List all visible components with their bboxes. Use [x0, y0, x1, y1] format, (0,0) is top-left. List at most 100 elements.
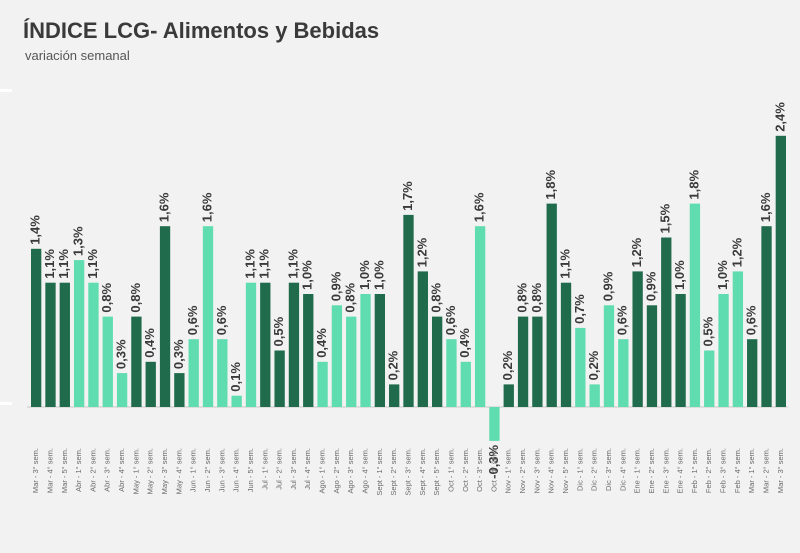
data-label: 1,5%	[658, 203, 673, 233]
bar	[374, 294, 386, 407]
data-label: 0,6%	[443, 305, 458, 335]
data-label: 1,1%	[285, 249, 300, 279]
category-label: Jul - 3° sem.	[289, 448, 298, 490]
category-label: Jun - 1° sem.	[189, 448, 198, 492]
data-label: 1,1%	[242, 249, 257, 279]
bar	[489, 407, 500, 441]
category-label: Dic - 4° sem.	[618, 448, 627, 491]
bar	[517, 316, 529, 407]
category-label: Ene - 1° sem.	[633, 448, 642, 494]
category-label: Mar - 1° sem.	[747, 448, 756, 493]
bar	[45, 282, 56, 407]
bar	[403, 214, 414, 407]
data-label: 0,8%	[529, 283, 544, 313]
data-label: 0,8%	[99, 283, 114, 313]
category-label: Nov - 3° sem.	[532, 448, 541, 494]
category-label: Sept - 4° sem.	[418, 448, 427, 496]
chart-subtitle: variación semanal	[25, 48, 130, 63]
data-label: 1,1%	[85, 249, 100, 279]
bar	[88, 282, 99, 407]
category-label: Abr - 2° sem.	[88, 448, 97, 492]
bar	[689, 203, 701, 407]
bar	[389, 384, 400, 407]
chart-title: ÍNDICE LCG- Alimentos y Bebidas	[23, 18, 380, 43]
category-label: May - 2° sem.	[146, 448, 155, 494]
category-label: Mar - 3° sem.	[776, 448, 785, 493]
bar	[446, 339, 457, 407]
bar	[346, 316, 357, 407]
bar	[532, 316, 543, 407]
data-label: 1,1%	[42, 249, 57, 279]
category-label: May - 1° sem.	[131, 448, 140, 494]
category-label: Nov - 2° sem.	[518, 448, 527, 494]
category-label: Ene - 2° sem.	[647, 448, 656, 494]
category-label: Nov - 4° sem.	[547, 448, 556, 494]
category-label: Ago - 3° sem.	[346, 448, 355, 494]
data-label: 0,5%	[701, 316, 716, 346]
bar	[102, 316, 113, 407]
category-label: Oct - 4° sem.	[489, 448, 498, 492]
bar	[159, 226, 171, 407]
bar	[131, 316, 142, 407]
data-label: 0,6%	[185, 305, 200, 335]
category-label: Mar - 5° sem.	[60, 448, 69, 493]
data-label: 1,0%	[715, 260, 730, 290]
data-label: 1,0%	[371, 260, 386, 290]
bar	[503, 384, 514, 407]
category-label: Jul - 1° sem.	[260, 448, 269, 490]
bar	[732, 271, 744, 407]
bar	[704, 350, 715, 407]
category-label: Sept - 5° sem.	[432, 448, 441, 496]
data-label: 0,7%	[572, 294, 587, 324]
bar	[331, 305, 343, 407]
category-label: Feb - 4° sem.	[733, 448, 742, 493]
bar	[145, 361, 156, 407]
category-label: Oct - 2° sem.	[461, 448, 470, 492]
data-label: 1,8%	[686, 170, 701, 200]
bar	[632, 271, 643, 407]
category-label: Abr - 3° sem.	[103, 448, 112, 492]
category-label: Feb - 3° sem.	[719, 448, 728, 493]
category-label: Ago - 4° sem.	[361, 448, 370, 494]
category-label: Jul - 2° sem.	[275, 448, 284, 490]
category-label: Abr - 1° sem.	[74, 448, 83, 492]
category-label: Jul - 4° sem.	[303, 448, 312, 490]
category-label: Abr - 4° sem.	[117, 448, 126, 492]
bar	[747, 339, 758, 407]
bar	[718, 294, 729, 407]
data-label: 0,9%	[328, 271, 343, 301]
data-label: 1,1%	[557, 249, 572, 279]
data-label: 1,6%	[758, 192, 773, 222]
data-label: 1,2%	[629, 237, 644, 267]
category-label: Nov - 1° sem.	[504, 448, 513, 494]
data-label: 1,0%	[672, 260, 687, 290]
category-label: Dic - 2° sem.	[590, 448, 599, 491]
data-label: 1,1%	[56, 249, 71, 279]
bar	[202, 226, 214, 407]
category-label: Nov - 5° sem.	[561, 448, 570, 494]
category-label: May - 3° sem.	[160, 448, 169, 494]
data-label: 0,6%	[744, 305, 759, 335]
bar	[317, 361, 328, 407]
category-label: Jun - 5° sem.	[246, 448, 255, 492]
data-label: 0,8%	[515, 283, 530, 313]
category-label: Sept - 1° sem.	[375, 448, 384, 496]
bar	[174, 373, 185, 407]
bar	[560, 282, 572, 407]
data-label: 1,2%	[414, 237, 429, 267]
bar	[618, 339, 629, 407]
category-label: Jun - 2° sem.	[203, 448, 212, 492]
data-label: 0,9%	[600, 271, 615, 301]
bar	[417, 271, 428, 407]
category-label: Jun - 4° sem.	[232, 448, 241, 492]
data-label: 0,4%	[314, 328, 329, 358]
category-label: Ago - 2° sem.	[332, 448, 341, 494]
data-label: 0,6%	[615, 305, 630, 335]
data-label: 0,8%	[429, 283, 444, 313]
bar	[303, 294, 314, 407]
bar	[245, 282, 257, 407]
data-label: 0,4%	[142, 328, 157, 358]
bar	[646, 305, 658, 407]
bar	[775, 135, 786, 408]
data-label: 0,8%	[343, 283, 358, 313]
